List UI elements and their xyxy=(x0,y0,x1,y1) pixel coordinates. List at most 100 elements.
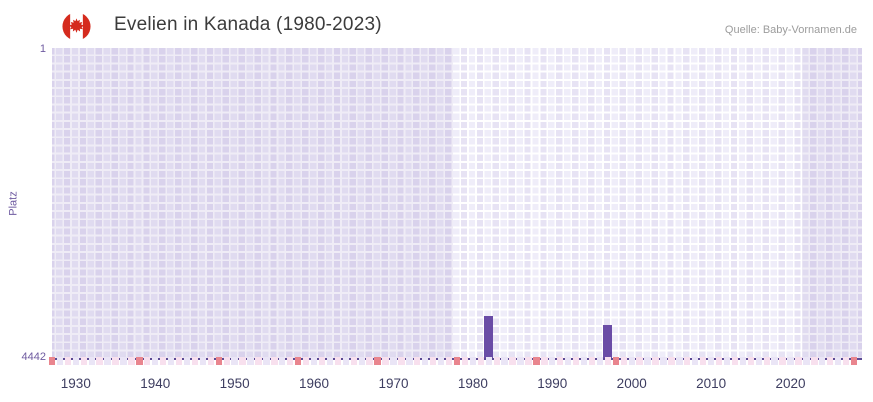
strip-cell-2014 xyxy=(739,357,747,365)
strip-cell-1957 xyxy=(287,357,294,365)
strip-cell-1966 xyxy=(358,357,365,365)
strip-cell-1974 xyxy=(422,357,429,365)
x-tick-1950: 1950 xyxy=(219,376,250,391)
strip-cell-2004 xyxy=(660,357,667,365)
strip-cell-1989 xyxy=(541,357,548,365)
strip-cell-1964 xyxy=(342,357,349,365)
strip-cell-1935 xyxy=(112,357,119,365)
strip-cell-2006 xyxy=(676,357,683,365)
strip-cell-2001 xyxy=(636,357,643,365)
strip-cell-2018 xyxy=(771,357,778,365)
chart-title: Evelien in Kanada (1980-2023) xyxy=(114,14,382,35)
strip-cell-2002 xyxy=(644,357,651,365)
strip-cell-1968 xyxy=(374,357,381,365)
strip-cell-1937 xyxy=(128,357,135,365)
x-tick-1960: 1960 xyxy=(299,376,330,391)
strip-cell-2003 xyxy=(652,357,659,365)
strip-cell-2019 xyxy=(779,357,786,365)
strip-cell-2009 xyxy=(699,357,707,365)
strip-cell-1999 xyxy=(620,357,627,365)
strip-cell-2008 xyxy=(692,357,699,365)
strip-cell-1950 xyxy=(231,357,238,365)
strip-cell-2022 xyxy=(803,357,810,365)
strip-cell-2016 xyxy=(755,357,762,365)
strip-cell-1955 xyxy=(271,357,278,365)
strip-cell-1931 xyxy=(80,357,87,365)
canada-flag-icon xyxy=(62,12,91,41)
strip-cell-1953 xyxy=(255,357,262,365)
strip-cell-1988 xyxy=(533,357,540,365)
strip-cell-1940 xyxy=(152,357,159,365)
x-tick-1970: 1970 xyxy=(378,376,409,391)
strip-cell-2024 xyxy=(819,357,826,365)
strip-cell-1956 xyxy=(279,357,286,365)
x-tick-1930: 1930 xyxy=(60,376,91,391)
strip-cell-1972 xyxy=(406,357,413,365)
strip-cell-2027 xyxy=(842,357,850,365)
no-data-region-2 xyxy=(802,48,862,360)
strip-cell-1960 xyxy=(310,357,318,365)
strip-cell-2025 xyxy=(827,357,834,365)
strip-cell-2023 xyxy=(811,357,818,365)
strip-cell-2017 xyxy=(763,357,770,365)
strip-cell-1967 xyxy=(366,357,373,365)
strip-cell-2012 xyxy=(723,357,731,365)
plot-area xyxy=(48,48,862,365)
strip-cell-2007 xyxy=(684,357,691,365)
strip-cell-1994 xyxy=(580,357,588,365)
strip-cell-1934 xyxy=(104,357,111,365)
strip-cell-1929 xyxy=(64,357,72,365)
bar-1997[interactable] xyxy=(603,324,613,358)
strip-cell-1970 xyxy=(390,357,397,365)
strip-cell-1954 xyxy=(263,357,270,365)
strip-cell-1965 xyxy=(350,357,357,365)
strip-cell-1948 xyxy=(215,357,222,365)
strip-cell-1983 xyxy=(493,357,500,365)
bar-1982[interactable] xyxy=(484,315,494,358)
strip-cell-1969 xyxy=(382,357,389,365)
x-tick-1980: 1980 xyxy=(457,376,488,391)
strip-cell-2021 xyxy=(795,357,802,365)
strip-cell-1979 xyxy=(461,357,469,365)
strip-cell-1939 xyxy=(144,357,151,365)
strip-cell-1980 xyxy=(469,357,477,365)
strip-cell-1962 xyxy=(326,357,334,365)
strip-cell-1943 xyxy=(175,357,183,365)
strip-cell-1941 xyxy=(159,357,167,365)
strip-cell-1951 xyxy=(239,357,246,365)
strip-cell-1932 xyxy=(88,357,95,365)
strip-cell-1936 xyxy=(120,357,127,365)
strip-cell-1942 xyxy=(167,357,175,365)
strip-cell-1984 xyxy=(501,357,508,365)
source-attribution: Quelle: Baby-Vornamen.de xyxy=(724,24,857,36)
strip-cell-1938 xyxy=(136,357,143,365)
strip-cell-2015 xyxy=(747,357,754,365)
x-tick-1990: 1990 xyxy=(537,376,568,391)
strip-cell-1963 xyxy=(334,357,342,365)
strip-cell-1945 xyxy=(191,357,199,365)
strip-cell-1933 xyxy=(96,357,103,365)
strip-cell-1946 xyxy=(199,357,207,365)
strip-cell-1977 xyxy=(445,357,453,365)
strip-cell-1997 xyxy=(604,357,612,365)
strip-cell-1991 xyxy=(557,357,564,365)
x-tick-1940: 1940 xyxy=(140,376,171,391)
strip-cell-1978 xyxy=(453,357,461,365)
strip-cell-1995 xyxy=(588,357,596,365)
y-tick-bottom: 4442 xyxy=(21,351,46,363)
strip-cell-1976 xyxy=(437,357,445,365)
strip-cell-1973 xyxy=(414,357,421,365)
strip-cell-1961 xyxy=(318,357,326,365)
strip-cell-2020 xyxy=(787,357,794,365)
strip-cell-2000 xyxy=(628,357,635,365)
strip-cell-1975 xyxy=(429,357,437,365)
strip-cell-2026 xyxy=(834,357,842,365)
strip-cell-1930 xyxy=(72,357,79,365)
strip-cell-2011 xyxy=(715,357,723,365)
strip-cell-2013 xyxy=(731,357,739,365)
strip-cell-1958 xyxy=(294,357,302,365)
y-axis-label: Platz xyxy=(7,191,20,216)
strip-cell-2005 xyxy=(668,357,675,365)
y-tick-top: 1 xyxy=(39,43,46,55)
